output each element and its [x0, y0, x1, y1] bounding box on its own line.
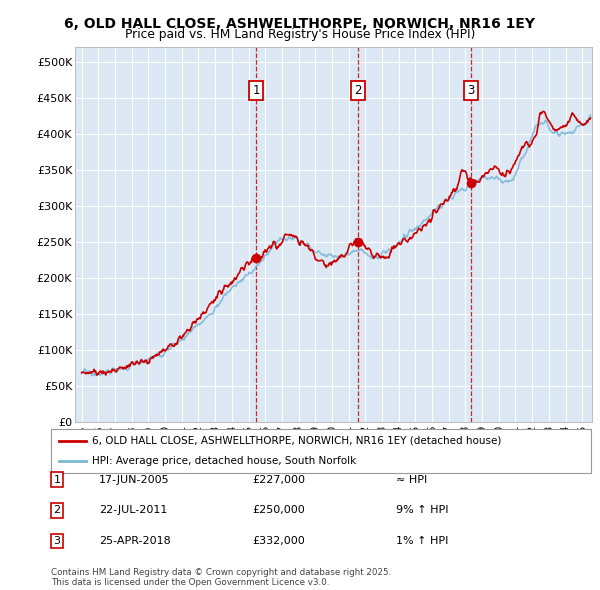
Text: ≈ HPI: ≈ HPI [396, 475, 427, 484]
Text: 1: 1 [253, 84, 260, 97]
Text: 1% ↑ HPI: 1% ↑ HPI [396, 536, 448, 546]
Text: 3: 3 [467, 84, 474, 97]
Text: 22-JUL-2011: 22-JUL-2011 [99, 506, 167, 515]
Text: 3: 3 [53, 536, 61, 546]
Text: 6, OLD HALL CLOSE, ASHWELLTHORPE, NORWICH, NR16 1EY: 6, OLD HALL CLOSE, ASHWELLTHORPE, NORWIC… [65, 17, 536, 31]
Text: 2: 2 [53, 506, 61, 515]
Text: 1: 1 [53, 475, 61, 484]
Text: 17-JUN-2005: 17-JUN-2005 [99, 475, 170, 484]
Text: Contains HM Land Registry data © Crown copyright and database right 2025.
This d: Contains HM Land Registry data © Crown c… [51, 568, 391, 587]
Text: £227,000: £227,000 [252, 475, 305, 484]
Text: 25-APR-2018: 25-APR-2018 [99, 536, 171, 546]
Text: 2: 2 [354, 84, 362, 97]
Text: £332,000: £332,000 [252, 536, 305, 546]
Text: Price paid vs. HM Land Registry's House Price Index (HPI): Price paid vs. HM Land Registry's House … [125, 28, 475, 41]
Text: 6, OLD HALL CLOSE, ASHWELLTHORPE, NORWICH, NR16 1EY (detached house): 6, OLD HALL CLOSE, ASHWELLTHORPE, NORWIC… [91, 436, 501, 446]
Text: £250,000: £250,000 [252, 506, 305, 515]
Text: HPI: Average price, detached house, South Norfolk: HPI: Average price, detached house, Sout… [91, 456, 356, 466]
Text: 9% ↑ HPI: 9% ↑ HPI [396, 506, 449, 515]
